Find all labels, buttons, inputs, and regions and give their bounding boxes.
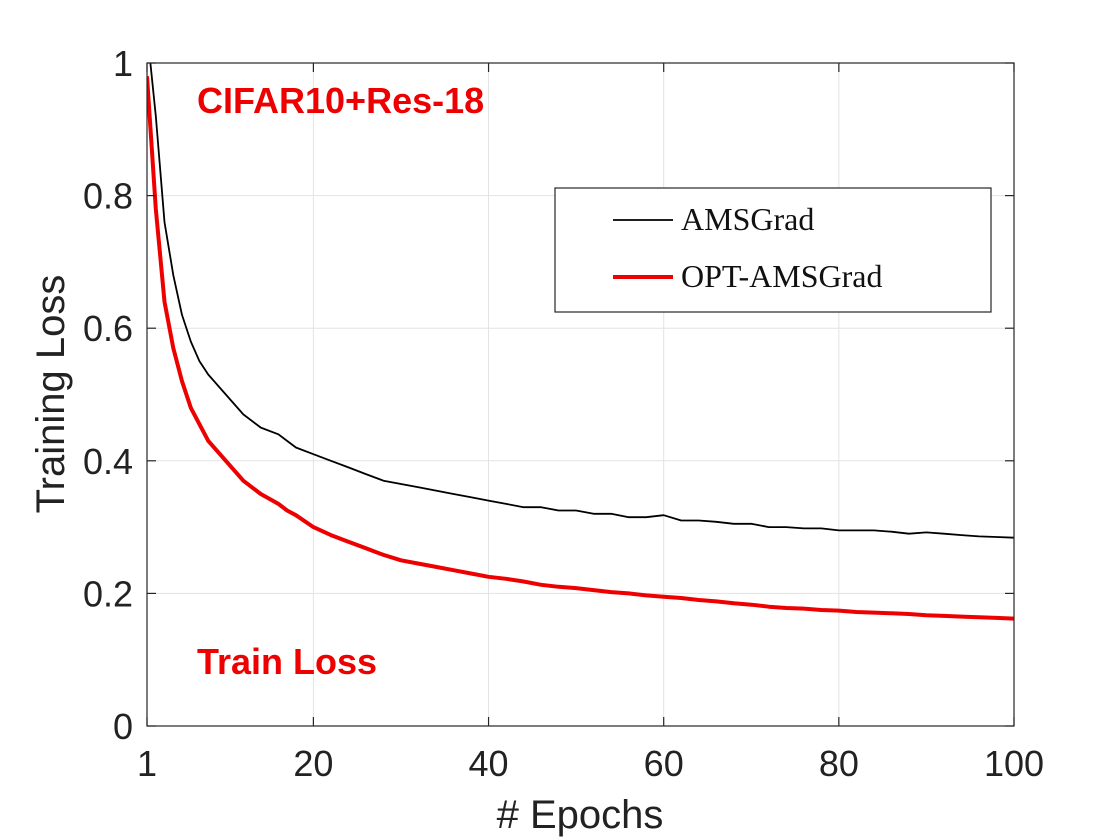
plot-area [147,63,1014,726]
x-tick-label: 20 [293,743,333,784]
x-tick-label: 40 [469,743,509,784]
y-tick-label: 1 [113,43,133,84]
dataset-annotation: CIFAR10+Res-18 [197,80,484,121]
legend: AMSGrad OPT-AMSGrad [554,187,992,313]
x-tick-label: 60 [644,743,684,784]
x-tick-label: 80 [819,743,859,784]
y-tick-labels: 0 0.2 0.4 0.6 0.8 1 [83,43,133,747]
y-tick-label: 0.6 [83,308,133,349]
series-group [147,63,1014,621]
y-tick-label: 0 [113,706,133,747]
y-tick-label: 0.2 [83,573,133,614]
x-tick-label: 1 [137,743,157,784]
y-axis-title: Training Loss [29,275,73,514]
x-tick-label: 100 [984,743,1044,784]
legend-label-amsgrad: AMSGrad [681,201,814,237]
series-line-opt-amsgrad [147,76,1014,621]
tick-marks [146,62,1015,727]
plot-frame [146,62,1015,727]
x-tick-labels: 1 20 40 60 80 100 [137,743,1044,784]
y-tick-label: 0.4 [83,441,133,482]
train-loss-annotation: Train Loss [197,641,377,682]
x-axis-title: # Epochs [497,793,664,837]
y-tick-label: 0.8 [83,176,133,217]
series-line-amsgrad [149,63,1014,539]
legend-label-opt-amsgrad: OPT-AMSGrad [681,258,883,294]
legend-box [554,187,992,313]
